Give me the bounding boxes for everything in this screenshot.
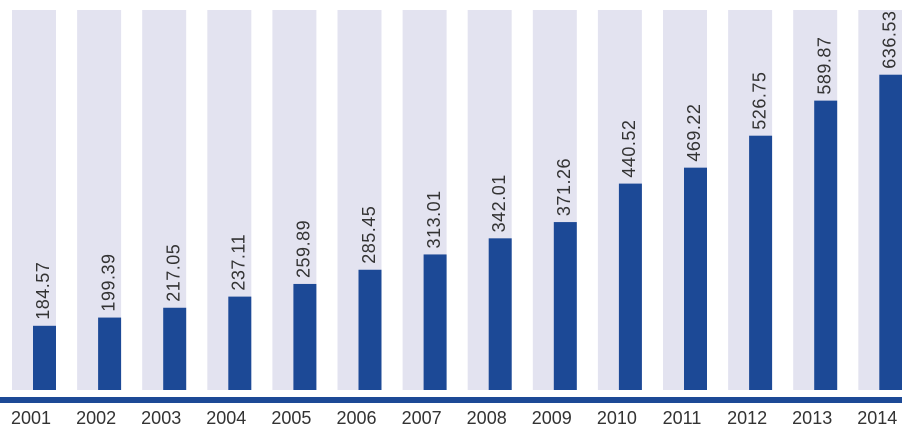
bar bbox=[358, 269, 382, 390]
bar bbox=[33, 325, 56, 390]
bar bbox=[163, 307, 187, 390]
value-label: 636.53 bbox=[880, 11, 900, 69]
bar bbox=[618, 183, 642, 390]
value-label: 184.57 bbox=[33, 262, 53, 320]
x-tick-label: 2009 bbox=[532, 408, 572, 428]
x-tick-label: 2008 bbox=[467, 408, 507, 428]
value-label: 469.22 bbox=[684, 104, 704, 162]
value-label: 589.87 bbox=[814, 37, 834, 95]
x-tick-label: 2003 bbox=[141, 408, 181, 428]
bar bbox=[293, 283, 317, 390]
bar bbox=[228, 296, 252, 390]
x-tick-label: 2014 bbox=[857, 408, 897, 428]
x-tick-label: 2010 bbox=[597, 408, 637, 428]
value-label: 440.52 bbox=[619, 120, 639, 178]
value-label: 371.26 bbox=[554, 158, 574, 216]
x-tick-label: 2006 bbox=[336, 408, 376, 428]
bar bbox=[423, 254, 447, 390]
x-tick-label: 2007 bbox=[402, 408, 442, 428]
x-tick-label: 2011 bbox=[663, 408, 702, 428]
axis-band bbox=[0, 397, 902, 403]
x-tick-label: 2002 bbox=[76, 408, 116, 428]
bar bbox=[814, 100, 838, 390]
value-label: 285.45 bbox=[359, 206, 379, 264]
x-tick-label: 2004 bbox=[206, 408, 246, 428]
x-tick-label: 2005 bbox=[271, 408, 311, 428]
value-label: 217.05 bbox=[163, 244, 183, 302]
bar bbox=[488, 238, 512, 390]
value-label: 342.01 bbox=[489, 174, 509, 232]
value-label: 526.75 bbox=[749, 72, 769, 130]
bar bbox=[879, 74, 902, 390]
x-tick-label: 2012 bbox=[727, 408, 767, 428]
value-label: 237.11 bbox=[229, 234, 249, 291]
value-label: 199.39 bbox=[98, 253, 118, 311]
bar bbox=[98, 317, 122, 390]
bar bbox=[684, 167, 707, 390]
bar bbox=[553, 222, 577, 390]
x-tick-label: 2013 bbox=[792, 408, 832, 428]
value-label: 259.89 bbox=[294, 220, 314, 278]
value-label: 313.01 bbox=[424, 190, 444, 248]
x-tick-label: 2001 bbox=[11, 408, 51, 428]
bar bbox=[749, 135, 773, 390]
